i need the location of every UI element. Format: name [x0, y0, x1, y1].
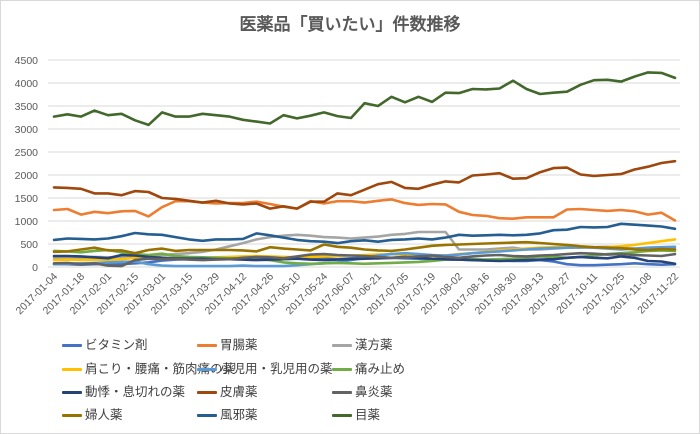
series-line-11: [52, 222, 677, 245]
y-tick-label: 4000: [15, 78, 39, 90]
y-tick-label: 0: [32, 262, 38, 274]
legend-swatch: [62, 414, 82, 417]
y-tick-label: 2500: [15, 147, 39, 159]
legend-swatch: [197, 368, 217, 371]
legend-item: 胃腸薬: [197, 337, 258, 353]
legend-label: 胃腸薬: [220, 337, 258, 352]
legend-item: 皮膚薬: [197, 384, 258, 400]
legend-item: 鼻炎薬: [332, 384, 393, 400]
legend-label: 肩こり・腰痛・筋肉痛の薬: [85, 361, 236, 376]
series-line-9: [52, 251, 677, 268]
series-line-12: [52, 71, 677, 127]
legend-swatch: [62, 391, 82, 394]
series-line-2: [52, 198, 677, 222]
legend-label: ビタミン剤: [85, 337, 148, 352]
y-tick-label: 3500: [15, 101, 39, 113]
y-tick-label: 4500: [15, 55, 39, 67]
legend-swatch: [332, 391, 352, 394]
legend-item: 漢方薬: [332, 337, 393, 353]
legend-swatch: [332, 414, 352, 417]
legend-label: 痛み止め: [355, 361, 406, 376]
legend-label: 漢方薬: [355, 337, 393, 352]
legend-item: 動悸・息切れの薬: [62, 384, 185, 400]
legend-label: 皮膚薬: [220, 384, 258, 399]
legend-item: 風邪薬: [197, 407, 258, 423]
y-tick-label: 2000: [15, 170, 39, 182]
legend-label: 動悸・息切れの薬: [85, 384, 186, 399]
legend-swatch: [332, 344, 352, 347]
legend-item: 婦人薬: [62, 407, 123, 423]
legend-item: 肩こり・腰痛・筋肉痛の薬: [62, 361, 235, 377]
legend-label: 目薬: [355, 407, 381, 422]
series-line-7: [52, 253, 677, 266]
legend-item: ビタミン剤: [62, 337, 148, 353]
legend-swatch: [62, 368, 82, 371]
legend-swatch: [197, 344, 217, 347]
legend-label: 風邪薬: [220, 407, 258, 422]
legend-item: 目薬: [332, 407, 380, 423]
y-tick-label: 1000: [15, 216, 39, 228]
y-tick-label: 500: [20, 239, 38, 251]
chart-title: 医薬品「買いたい」件数推移: [239, 15, 461, 35]
y-tick-label: 3000: [15, 124, 39, 136]
series-line-8: [52, 159, 677, 210]
y-tick-label: 1500: [15, 193, 39, 205]
legend-item: 痛み止め: [332, 361, 405, 377]
legend-label: 婦人薬: [85, 407, 123, 422]
legend-swatch: [197, 414, 217, 417]
legend-label: 小児用・乳児用の薬: [220, 361, 333, 376]
legend-label: 鼻炎薬: [355, 384, 393, 399]
legend-item: 小児用・乳児用の薬: [197, 361, 333, 377]
series-line-10: [52, 240, 677, 255]
legend-swatch: [197, 391, 217, 394]
legend-swatch: [332, 368, 352, 371]
legend-swatch: [62, 344, 82, 347]
